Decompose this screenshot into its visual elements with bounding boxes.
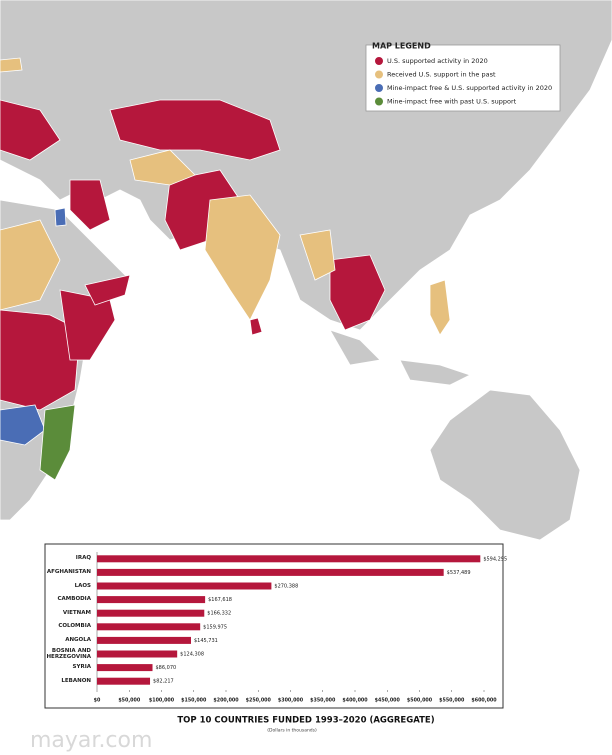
map-legend: MAP LEGEND U.S. supported activity in 20… xyxy=(365,42,561,112)
x-tick-label: $50,000 xyxy=(118,698,141,704)
x-tick-label: $550,000 xyxy=(439,698,465,704)
x-tick-label: $100,000 xyxy=(149,698,175,704)
bar xyxy=(97,609,205,617)
value-label: $537,489 xyxy=(447,570,471,576)
value-label: $82,217 xyxy=(153,679,174,685)
x-tick-label: $600,000 xyxy=(471,698,497,704)
value-label: $86,070 xyxy=(156,665,177,671)
value-label: $145,731 xyxy=(194,638,218,644)
category-label: LAOS xyxy=(74,582,91,589)
chart-title: TOP 10 COUNTRIES FUNDED 1993–2020 (AGGRE… xyxy=(177,716,434,726)
value-label: $124,308 xyxy=(180,652,204,658)
value-label: $159,975 xyxy=(203,624,227,630)
category-label: LEBANON xyxy=(61,677,91,684)
bar xyxy=(97,568,444,576)
chart: TOP 10 COUNTRIES FUNDED 1993–2020 (AGGRE… xyxy=(44,543,507,734)
legend-swatch xyxy=(375,57,383,65)
bar xyxy=(97,555,481,563)
watermark: mayar.com xyxy=(30,728,153,753)
bar xyxy=(97,664,153,672)
legend-label: Received U.S. support in the past xyxy=(387,71,496,79)
legend-swatch xyxy=(375,97,383,106)
x-tick-label: $150,000 xyxy=(181,698,207,704)
value-label: $167,618 xyxy=(208,597,232,603)
bar xyxy=(97,650,178,658)
value-label: $594,295 xyxy=(483,556,507,562)
chart-subtitle: (Dollars in thousands) xyxy=(267,728,317,734)
legend-title: MAP LEGEND xyxy=(372,42,431,51)
bar xyxy=(97,636,191,644)
legend-label: Mine-impact free with past U.S. support xyxy=(387,98,517,106)
category-label: COLOMBIA xyxy=(58,623,91,630)
category-label: CAMBODIA xyxy=(57,596,91,603)
x-tick-label: $0 xyxy=(94,698,101,704)
x-tick-label: $400,000 xyxy=(342,698,368,704)
category-label: AFGHANISTAN xyxy=(46,568,91,575)
x-tick-label: $200,000 xyxy=(213,698,239,704)
x-tick-label: $250,000 xyxy=(246,698,272,704)
value-label: $166,332 xyxy=(207,611,231,617)
bar xyxy=(97,582,272,590)
legend-swatch xyxy=(375,70,383,79)
value-label: $270,388 xyxy=(274,584,298,590)
x-tick-label: $450,000 xyxy=(375,698,401,704)
category-label: SYRIA xyxy=(72,664,91,671)
bar xyxy=(97,677,151,685)
bar xyxy=(97,623,201,631)
legend-swatch xyxy=(375,84,383,92)
x-tick-label: $350,000 xyxy=(310,698,336,704)
map: MAP LEGEND U.S. supported activity in 20… xyxy=(0,0,612,540)
legend-label: Mine-impact free & U.S. supported activi… xyxy=(387,84,552,92)
category-label: VIETNAM xyxy=(62,609,91,616)
category-label: IRAQ xyxy=(75,555,91,562)
bar xyxy=(97,596,206,604)
category-label: BOSNIA AND HERZEGOVINA xyxy=(46,647,91,661)
x-tick-label: $300,000 xyxy=(278,698,304,704)
x-tick-label: $500,000 xyxy=(407,698,433,704)
legend-label: U.S. supported activity in 2020 xyxy=(387,57,488,65)
category-label: ANGOLA xyxy=(65,636,91,643)
